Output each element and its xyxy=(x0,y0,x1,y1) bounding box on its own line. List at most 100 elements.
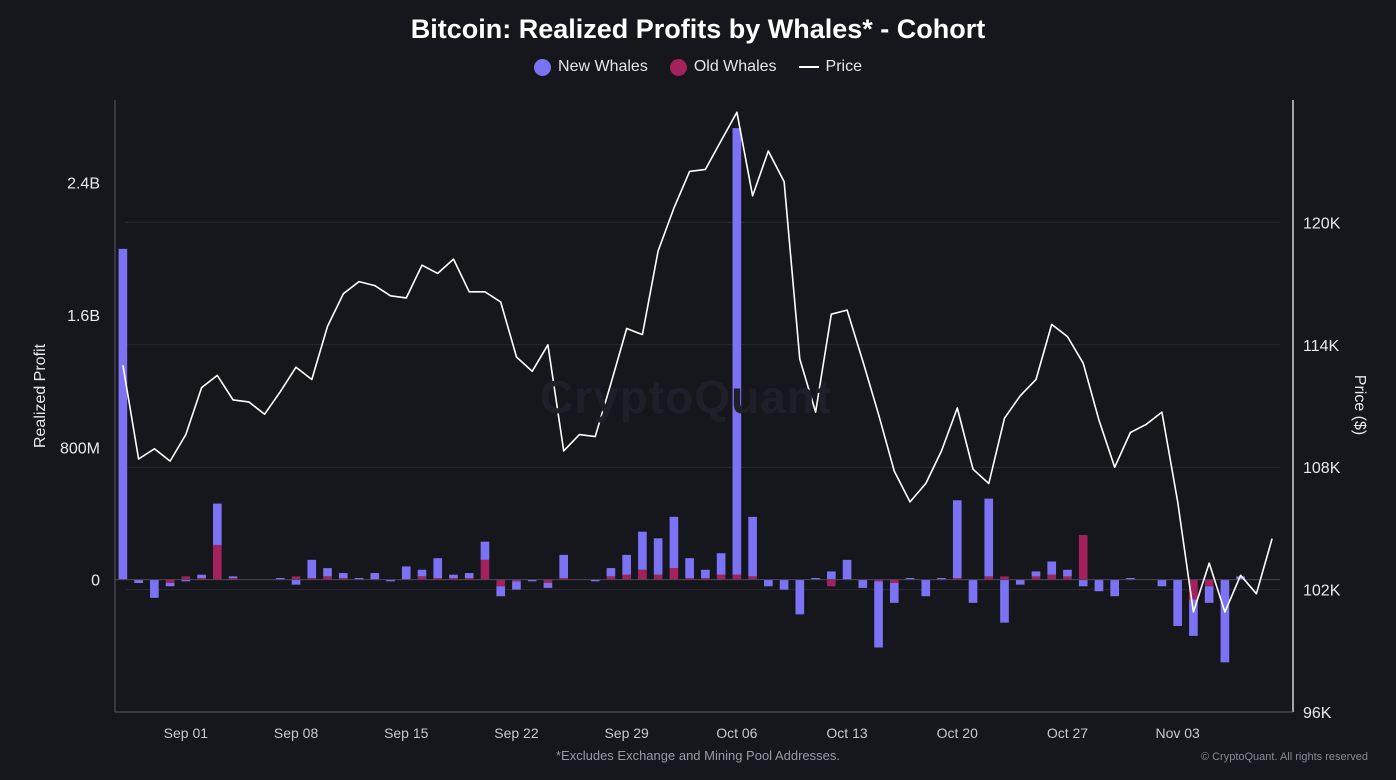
bar-new-whales xyxy=(449,574,458,579)
bar-new-whales xyxy=(1015,579,1025,585)
bar-new-whales xyxy=(165,582,175,587)
watermark: CryptoQuant xyxy=(540,371,833,423)
bar-old-whales xyxy=(307,578,317,580)
x-tick-label: Oct 27 xyxy=(1047,725,1088,741)
bar-old-whales xyxy=(449,578,458,580)
legend-item-old-whales[interactable]: Old Whales xyxy=(669,58,777,76)
bar-old-whales xyxy=(417,576,427,580)
bar-old-whales xyxy=(197,578,206,580)
bar-new-whales xyxy=(323,568,332,577)
bar-old-whales xyxy=(291,576,301,580)
bars xyxy=(115,128,1280,663)
legend-item-price[interactable]: Price xyxy=(798,58,862,76)
bar-new-whales xyxy=(275,578,285,580)
bar-new-whales xyxy=(543,582,553,588)
bar-old-whales xyxy=(228,578,238,580)
bar-new-whales xyxy=(874,581,883,648)
bar-new-whales xyxy=(1031,571,1041,577)
y2-tick-label: 114K xyxy=(1303,338,1340,355)
copyright: © CryptoQuant. All rights reserved xyxy=(1200,751,1368,763)
bar-new-whales xyxy=(905,578,915,580)
bar-new-whales xyxy=(952,500,962,579)
bar-old-whales xyxy=(433,578,443,580)
bar-new-whales xyxy=(512,581,521,590)
y-tick-label: 1.6B xyxy=(67,308,100,325)
bar-new-whales xyxy=(480,541,490,560)
y2-tick-label: 96K xyxy=(1303,705,1332,722)
bar-new-whales xyxy=(417,569,427,577)
y2-tick-label: 120K xyxy=(1303,215,1341,232)
bar-old-whales xyxy=(512,579,521,582)
bar-old-whales xyxy=(464,578,474,580)
bar-new-whales xyxy=(858,579,868,588)
bar-old-whales xyxy=(716,574,726,580)
chart-title: Bitcoin: Realized Profits by Whales* - C… xyxy=(410,14,986,44)
y2-axis-title: Price ($) xyxy=(1351,375,1368,435)
bar-new-whales xyxy=(1173,579,1182,626)
bar-new-whales xyxy=(826,571,836,580)
bar-old-whales xyxy=(181,576,191,580)
x-tick-label: Oct 13 xyxy=(826,725,867,741)
bar-new-whales xyxy=(606,568,616,577)
bar-old-whales xyxy=(685,578,694,580)
bar-old-whales xyxy=(874,579,883,582)
bar-new-whales xyxy=(590,579,600,582)
bar-new-whales xyxy=(1126,578,1135,580)
y-tick-label: 0 xyxy=(91,573,100,590)
footnote: *Excludes Exchange and Mining Pool Addre… xyxy=(555,748,840,763)
bar-old-whales xyxy=(748,576,757,580)
bar-new-whales xyxy=(1189,599,1198,636)
bar-new-whales xyxy=(1236,576,1245,580)
bar-old-whales xyxy=(606,576,616,580)
bar-new-whales xyxy=(354,578,364,580)
bar-new-whales xyxy=(921,579,931,597)
bar-new-whales xyxy=(622,554,631,575)
bar-new-whales xyxy=(228,576,238,579)
axes: 0 800M 1.6B 2.4B 96K 102K 108K 114K 120K Sep 01 Se… xyxy=(32,100,1368,741)
legend: New Whales Old Whales Price xyxy=(0,58,1396,76)
bar-old-whales xyxy=(338,578,348,580)
bar-new-whales xyxy=(842,559,852,580)
bar-new-whales xyxy=(732,128,742,575)
gridlines xyxy=(125,221,1280,591)
bar-new-whales xyxy=(433,558,443,579)
y2-tick-label: 108K xyxy=(1303,460,1341,477)
bar-new-whales xyxy=(1047,561,1057,575)
bar-new-whales xyxy=(559,554,569,579)
bar-old-whales xyxy=(1047,574,1057,580)
bar-old-whales xyxy=(1078,535,1088,580)
y-tick-label: 2.4B xyxy=(67,176,100,193)
bar-new-whales xyxy=(386,579,395,582)
bar-new-whales xyxy=(1000,579,1009,623)
legend-label-new-whales: New Whales xyxy=(558,58,648,75)
bar-old-whales xyxy=(826,579,836,587)
bar-old-whales xyxy=(165,579,175,583)
price-series-line xyxy=(122,111,1273,613)
bar-new-whales xyxy=(1063,569,1072,577)
bar-new-whales xyxy=(811,578,820,580)
bar-new-whales xyxy=(496,586,506,597)
bar-old-whales xyxy=(622,574,631,580)
bar-old-whales xyxy=(1063,576,1072,580)
bar-new-whales xyxy=(685,558,694,579)
bar-new-whales xyxy=(527,579,537,582)
bar-new-whales xyxy=(764,579,773,587)
bar-new-whales xyxy=(716,553,726,575)
x-tick-label: Sep 29 xyxy=(604,725,649,741)
bar-new-whales xyxy=(968,579,978,603)
bar-old-whales xyxy=(1000,576,1009,580)
bar-new-whales xyxy=(181,579,191,582)
bar-new-whales xyxy=(638,531,647,570)
bar-new-whales xyxy=(748,516,757,577)
legend-label-price: Price xyxy=(825,58,862,75)
legend-swatch-price xyxy=(798,66,819,68)
price-line xyxy=(122,111,1273,613)
bar-new-whales xyxy=(779,579,789,590)
bar-old-whales xyxy=(1189,579,1198,600)
bar-old-whales xyxy=(496,579,506,587)
x-tick-label: Sep 08 xyxy=(274,725,319,741)
legend-item-new-whales[interactable]: New Whales xyxy=(534,58,648,76)
bar-old-whales xyxy=(213,544,222,580)
bar-new-whales xyxy=(401,566,411,580)
bar-new-whales xyxy=(338,573,348,579)
